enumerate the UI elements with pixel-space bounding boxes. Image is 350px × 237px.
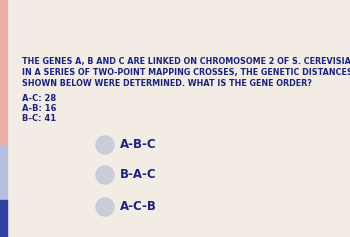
Text: A-C: 28: A-C: 28 [22, 94, 56, 103]
Text: THE GENES A, B AND C ARE LINKED ON CHROMOSOME 2 OF S. CEREVISIAE.: THE GENES A, B AND C ARE LINKED ON CHROM… [22, 57, 350, 66]
Circle shape [96, 166, 114, 184]
Text: A-B: 16: A-B: 16 [22, 104, 56, 113]
Bar [0, 0, 7, 145]
Circle shape [96, 136, 114, 154]
Text: B-A-C: B-A-C [120, 169, 157, 182]
Text: SHOWN BELOW WERE DETERMINED. WHAT IS THE GENE ORDER?: SHOWN BELOW WERE DETERMINED. WHAT IS THE… [22, 79, 312, 88]
Text: A-C-B: A-C-B [120, 201, 157, 214]
Bar [0, 145, 7, 200]
Bar [0, 200, 7, 237]
Text: IN A SERIES OF TWO-POINT MAPPING CROSSES, THE GENETIC DISTANCES: IN A SERIES OF TWO-POINT MAPPING CROSSES… [22, 68, 350, 77]
Text: B-C: 41: B-C: 41 [22, 114, 56, 123]
Text: A-B-C: A-B-C [120, 138, 157, 151]
Circle shape [96, 198, 114, 216]
